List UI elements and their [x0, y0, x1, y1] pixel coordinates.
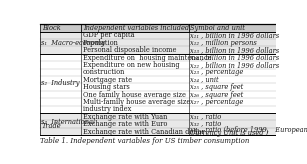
Text: One family house average size: One family house average size: [83, 91, 186, 99]
Text: Expenditure on  housing maintenance: Expenditure on housing maintenance: [83, 54, 211, 62]
Text: construction: construction: [83, 68, 125, 76]
Text: x₂₅ , square feet: x₂₅ , square feet: [190, 83, 243, 91]
Text: x₂₄ , unit: x₂₄ , unit: [190, 76, 219, 84]
Bar: [40, 54, 276, 113]
Text: Currency Unit is used ): Currency Unit is used ): [190, 129, 268, 137]
Text: GDP per capita: GDP per capita: [83, 31, 134, 39]
Text: x₃₃ , ratio (before 1999,   European: x₃₃ , ratio (before 1999, European: [190, 126, 307, 134]
Text: s₃  International: s₃ International: [41, 118, 95, 126]
Text: Housing stars: Housing stars: [83, 83, 130, 91]
Text: x₃₁ , ratio: x₃₁ , ratio: [190, 113, 221, 121]
Text: x₂₃ , percentage: x₂₃ , percentage: [190, 68, 243, 76]
Bar: [40, 24, 276, 32]
Text: Mortgage rate: Mortgage rate: [83, 76, 132, 84]
Text: x₂₁ , billion in 1996 dollars: x₂₁ , billion in 1996 dollars: [190, 54, 279, 62]
Text: Block: Block: [42, 24, 60, 32]
Text: Exchange rate with Canadian dollar: Exchange rate with Canadian dollar: [83, 128, 204, 135]
Text: x₂₂ , billion in 1996 dollars: x₂₂ , billion in 1996 dollars: [190, 61, 279, 69]
Bar: [40, 32, 276, 54]
Text: Expenditure on new housing: Expenditure on new housing: [83, 61, 179, 69]
Text: x₁₁ , billion in 1996 dollars: x₁₁ , billion in 1996 dollars: [190, 31, 279, 39]
Text: x₂₇ , percentage: x₂₇ , percentage: [190, 98, 243, 106]
Text: Exchange rate with Yuan: Exchange rate with Yuan: [83, 113, 167, 121]
Text: Personal disposable income: Personal disposable income: [83, 46, 176, 54]
Text: Exchange rate with Euro: Exchange rate with Euro: [83, 120, 167, 128]
Text: Independent variables included: Independent variables included: [83, 24, 189, 32]
Text: industry index: industry index: [83, 105, 131, 113]
Text: Trade: Trade: [41, 122, 61, 130]
Text: x₁₃ , billion in 1996 dollars: x₁₃ , billion in 1996 dollars: [190, 46, 279, 54]
Bar: [40, 113, 276, 135]
Text: s₂  Industry: s₂ Industry: [41, 79, 80, 87]
Text: x₃₂ , ratio: x₃₂ , ratio: [190, 120, 221, 128]
Text: x₂₆ , square feet: x₂₆ , square feet: [190, 91, 243, 99]
Text: x₁₂ , million persons: x₁₂ , million persons: [190, 39, 257, 47]
Text: Symbol and unit: Symbol and unit: [190, 24, 245, 32]
Text: s₁  Macro-economy: s₁ Macro-economy: [41, 39, 106, 47]
Text: Population: Population: [83, 39, 119, 47]
Text: Multi-family house average size: Multi-family house average size: [83, 98, 190, 106]
Text: Table 1. Independent variables for US timber consumption: Table 1. Independent variables for US ti…: [40, 137, 250, 145]
